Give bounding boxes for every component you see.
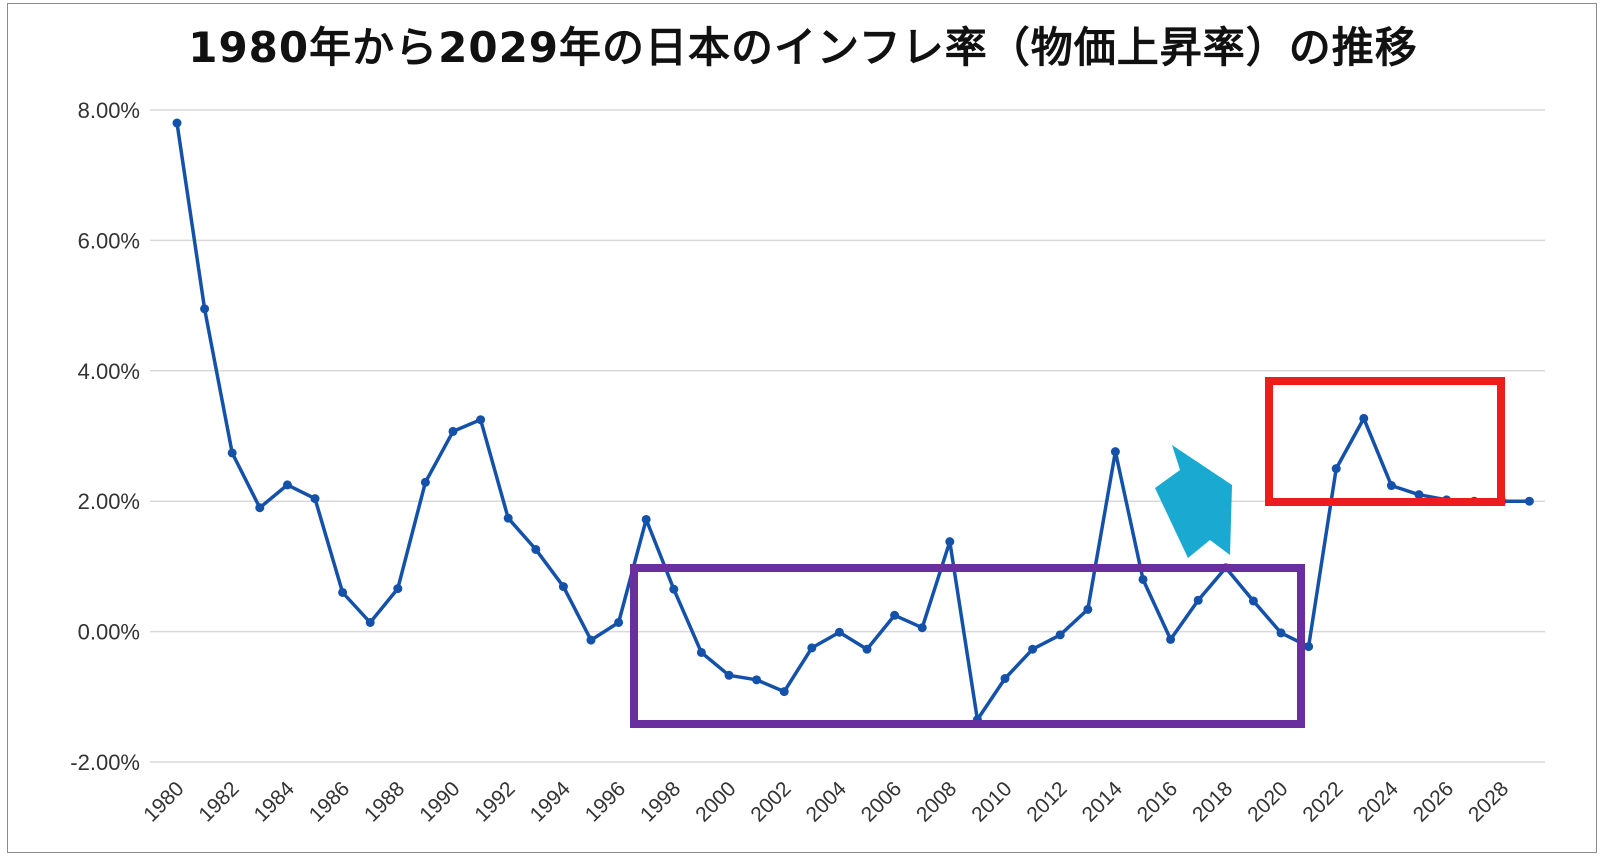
x-tick-label: 2008 <box>912 777 961 826</box>
data-point <box>200 304 210 314</box>
data-point <box>476 415 486 425</box>
data-point <box>696 647 706 657</box>
x-tick-label: 1992 <box>470 777 519 826</box>
y-tick-label: 6.00% <box>78 228 140 253</box>
data-point <box>338 587 348 597</box>
data-point <box>282 480 292 490</box>
data-point <box>807 643 817 653</box>
x-tick-label: 1986 <box>305 777 354 826</box>
chart-title: 1980年から2029年の日本のインフレ率（物価上昇率）の推移 <box>188 23 1418 72</box>
data-point <box>1331 464 1341 474</box>
data-point <box>945 537 955 547</box>
x-tick-label: 2004 <box>802 777 852 827</box>
x-tick-label: 2010 <box>967 777 1016 826</box>
data-point <box>310 494 320 504</box>
x-tick-label: 2020 <box>1243 777 1292 826</box>
data-point <box>779 687 789 697</box>
x-tick-label: 1996 <box>581 777 630 826</box>
data-point <box>752 675 762 685</box>
x-tick-label: 2002 <box>746 777 795 826</box>
data-point <box>614 617 624 627</box>
data-point <box>420 477 430 487</box>
series-line <box>175 122 1530 722</box>
data-point <box>1055 630 1065 640</box>
data-point <box>1414 490 1424 500</box>
data-point <box>1359 413 1369 423</box>
data-point <box>1276 628 1286 638</box>
data-point <box>1386 481 1396 491</box>
arrow-icon <box>1155 445 1232 558</box>
data-point <box>586 635 596 645</box>
x-tick-label: 2012 <box>1022 777 1071 826</box>
data-point <box>669 584 679 594</box>
x-tick-label: 2014 <box>1078 777 1128 827</box>
x-tick-label: 1990 <box>415 777 464 826</box>
chart-frame <box>7 3 1597 853</box>
x-tick-label: 1984 <box>250 777 300 827</box>
data-point <box>862 644 872 654</box>
data-point <box>917 623 927 633</box>
data-point <box>1193 595 1203 605</box>
x-tick-label: 2028 <box>1464 777 1513 826</box>
data-point <box>531 544 541 554</box>
data-point <box>890 610 900 620</box>
data-point <box>1083 604 1093 614</box>
y-tick-label: 8.00% <box>78 98 140 123</box>
data-point <box>393 584 403 594</box>
data-point <box>1000 674 1010 684</box>
x-tick-label: 1988 <box>360 777 409 826</box>
data-point <box>1166 634 1176 644</box>
data-point <box>448 426 458 436</box>
data-point <box>1248 596 1258 606</box>
y-tick-label: 4.00% <box>78 359 140 384</box>
data-point <box>255 503 265 513</box>
y-tick-label: -2.00% <box>70 750 140 775</box>
data-point <box>1110 447 1120 457</box>
data-point <box>227 448 237 458</box>
x-tick-label: 2024 <box>1354 777 1404 827</box>
x-tick-label: 1998 <box>636 777 685 826</box>
x-tick-label: 2000 <box>691 777 740 826</box>
x-tick-label: 2006 <box>857 777 906 826</box>
x-tick-label: 2022 <box>1298 777 1347 826</box>
x-tick-label: 2018 <box>1188 777 1237 826</box>
data-point <box>503 513 513 523</box>
data-point <box>558 582 568 592</box>
data-point <box>172 118 182 128</box>
y-tick-label: 0.00% <box>78 620 140 645</box>
data-point <box>365 617 375 627</box>
highlight-box-purple <box>630 564 1305 728</box>
highlight-box-red <box>1265 377 1505 506</box>
x-tick-label: 1994 <box>526 777 576 827</box>
data-point <box>1028 644 1038 654</box>
data-point <box>1524 496 1534 506</box>
y-tick-label: 2.00% <box>78 489 140 514</box>
x-tick-label: 2016 <box>1133 777 1182 826</box>
x-tick-label: 1982 <box>194 777 243 826</box>
data-point <box>1304 642 1314 652</box>
x-tick-label: 1980 <box>139 777 188 826</box>
data-point <box>834 627 844 637</box>
data-point <box>724 670 734 680</box>
x-tick-label: 2026 <box>1409 777 1458 826</box>
data-point <box>1138 574 1148 584</box>
data-point <box>641 514 651 524</box>
